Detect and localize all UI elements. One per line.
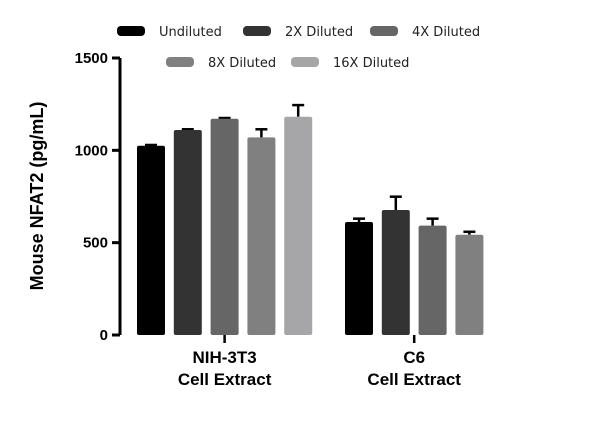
y-tick-label: 1500 bbox=[75, 50, 108, 67]
x-axis-labels: NIH-3T3 Cell Extract C6 Cell Extract bbox=[178, 335, 461, 389]
legend-label: 2X Diluted bbox=[285, 25, 353, 40]
bar bbox=[247, 137, 276, 335]
bar bbox=[284, 116, 313, 335]
legend-label: Undiluted bbox=[159, 25, 222, 40]
bars bbox=[137, 103, 484, 335]
x-tick-label: C6 bbox=[403, 348, 425, 367]
bar bbox=[210, 118, 239, 335]
y-tick-label: 500 bbox=[83, 235, 108, 252]
legend-swatch bbox=[117, 26, 145, 36]
y-axis-label: Mouse NFAT2 (pg/mL) bbox=[27, 102, 47, 291]
y-axis: 0 500 1000 1500 bbox=[75, 50, 122, 344]
y-tick-label: 0 bbox=[100, 327, 108, 344]
legend-swatch bbox=[166, 57, 194, 67]
legend-swatch bbox=[291, 57, 319, 67]
bar bbox=[455, 234, 484, 335]
bar bbox=[137, 145, 165, 335]
legend-swatch bbox=[243, 26, 271, 36]
y-tick-label: 1000 bbox=[75, 142, 108, 159]
x-tick-label: Cell Extract bbox=[178, 370, 272, 389]
x-tick-label: NIH-3T3 bbox=[192, 348, 256, 367]
bar bbox=[418, 225, 447, 335]
bar bbox=[381, 209, 410, 335]
legend: Undiluted 2X Diluted 4X Diluted 8X Diluted 1… bbox=[117, 25, 480, 71]
legend-label: 8X Diluted bbox=[208, 56, 276, 71]
legend-label: 4X Diluted bbox=[412, 25, 480, 40]
legend-label: 16X Diluted bbox=[333, 56, 409, 71]
bar bbox=[345, 221, 373, 335]
x-tick-label: Cell Extract bbox=[367, 370, 461, 389]
legend-swatch bbox=[370, 26, 398, 36]
bar bbox=[173, 130, 202, 335]
